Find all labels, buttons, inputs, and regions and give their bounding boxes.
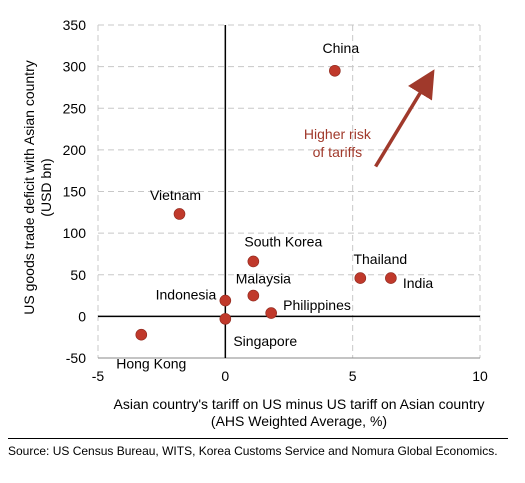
data-point [354,272,367,284]
x-tick-label: -5 [92,368,105,384]
data-point [385,272,397,284]
axis-titles: Asian country's tariff on US minus US ta… [21,60,485,429]
data-point [247,255,260,268]
data-point [173,208,186,220]
point-label: Singapore [233,333,297,349]
y-tick-label: 150 [63,184,87,200]
higher-risk-annotation: Higher risk of tariffs [304,69,435,168]
x-tick-label: 10 [472,368,488,384]
data-point [265,307,277,319]
annotation-text: of tariffs [313,144,363,160]
x-tick-label: 5 [349,368,357,384]
y-tick-label: 250 [63,100,87,116]
y-tick-label: 350 [63,17,87,33]
point-label: China [323,40,360,56]
point-label: Indonesia [156,287,217,303]
point-label: Vietnam [150,187,201,203]
y-axis-title: US goods trade deficit with Asian countr… [21,60,37,314]
x-axis-title: (AHS Weighted Average, %) [211,413,387,429]
point-label: Philippines [283,297,351,313]
risk-arrow [374,69,435,168]
data-points [135,64,397,341]
y-tick-label: 0 [78,308,86,324]
point-label: South Korea [244,233,322,249]
point-label: Thailand [353,251,407,267]
x-axis-title: Asian country's tariff on US minus US ta… [114,396,485,412]
x-tick-label: 0 [221,368,229,384]
source-note: Source: US Census Bureau, WITS, Korea Cu… [8,444,498,458]
y-axis-title: (USD bn) [38,158,54,216]
y-tick-label: 200 [63,142,87,158]
point-label: Malaysia [236,271,291,287]
point-labels: China Vietnam South Korea Thailand India Mala… [116,40,433,372]
point-label: India [403,275,434,291]
y-tick-label: -50 [66,350,86,366]
source-divider [8,438,508,439]
y-tick-label: 50 [70,267,86,283]
point-label: Hong Kong [116,356,186,372]
data-point [219,294,232,307]
annotation-text: Higher risk [304,126,372,142]
data-point [135,328,148,341]
data-point [247,289,260,302]
data-point [219,313,232,325]
y-tick-label: 100 [63,225,87,241]
y-tick-label: 300 [63,59,87,75]
data-point [329,64,341,77]
